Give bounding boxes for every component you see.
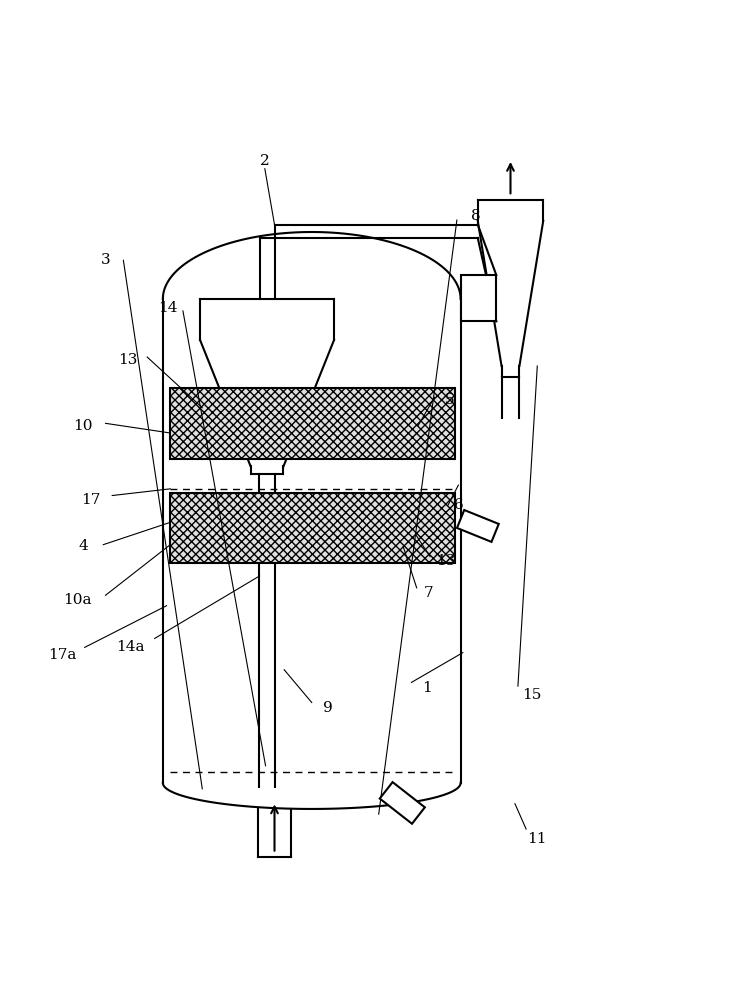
Text: 13: 13 — [118, 353, 137, 367]
Bar — [460, 275, 496, 321]
Text: 13: 13 — [436, 554, 455, 568]
Text: 5: 5 — [445, 392, 454, 406]
Text: 14a: 14a — [116, 640, 145, 654]
Text: 6: 6 — [454, 498, 464, 512]
Text: 10a: 10a — [63, 593, 92, 607]
Bar — [170, 493, 455, 563]
Bar — [170, 388, 455, 459]
Polygon shape — [380, 782, 424, 824]
Polygon shape — [457, 510, 499, 542]
Text: 17a: 17a — [48, 648, 76, 662]
Text: 10: 10 — [74, 419, 93, 433]
Text: 4: 4 — [78, 539, 88, 553]
Text: 8: 8 — [472, 209, 481, 223]
Text: 11: 11 — [527, 832, 547, 846]
Text: 3: 3 — [100, 253, 110, 267]
Text: 15: 15 — [522, 688, 541, 702]
Text: 17: 17 — [81, 493, 100, 507]
Text: 7: 7 — [424, 586, 433, 600]
Text: 14: 14 — [158, 301, 178, 315]
Text: 1: 1 — [422, 681, 432, 695]
Text: 9: 9 — [323, 701, 333, 715]
Text: 2: 2 — [260, 154, 270, 168]
